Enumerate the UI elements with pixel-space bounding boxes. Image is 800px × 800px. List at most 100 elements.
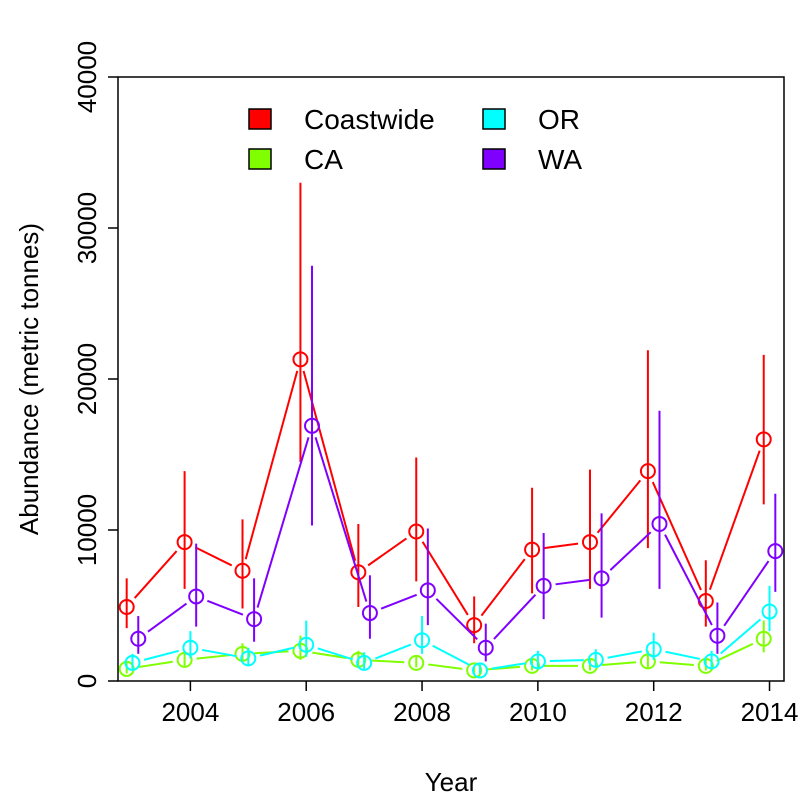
series-wa <box>130 265 784 662</box>
data-point <box>414 632 431 649</box>
series-segment <box>432 644 470 666</box>
data-point <box>298 636 315 653</box>
data-point <box>529 653 546 670</box>
series-segment <box>716 642 754 662</box>
legend: Coastwide CA OR WA <box>248 104 582 175</box>
y-tick-label: 30000 <box>72 192 102 264</box>
data-point <box>593 570 610 587</box>
x-axis: 2004 2006 2008 2010 2012 2014 <box>161 681 798 727</box>
data-point <box>408 654 425 671</box>
series-segment <box>367 537 408 567</box>
data-point <box>304 417 321 434</box>
data-point <box>246 611 263 628</box>
data-point <box>761 603 778 620</box>
data-point <box>709 627 726 644</box>
data-point <box>356 654 373 671</box>
series-segment <box>202 648 237 658</box>
series-segment <box>312 651 347 659</box>
series-segment <box>720 618 762 655</box>
series-segment <box>493 593 537 640</box>
data-point <box>477 639 494 656</box>
x-tick-label: 2014 <box>741 697 799 727</box>
series-segment <box>486 665 521 671</box>
data-point <box>124 654 141 671</box>
series-segment <box>206 599 244 616</box>
y-tick-label: 40000 <box>72 41 102 113</box>
data-point <box>188 588 205 605</box>
data-point <box>350 564 367 581</box>
data-point <box>471 662 488 679</box>
legend-swatch <box>248 148 272 170</box>
series-segment <box>370 659 405 664</box>
legend-swatch <box>482 148 506 170</box>
data-point <box>176 534 193 551</box>
series-segment <box>609 531 652 571</box>
series-segment <box>133 550 178 599</box>
series-segment <box>665 650 701 660</box>
data-point <box>651 515 668 532</box>
data-point <box>292 351 309 368</box>
legend-label: CA <box>304 144 343 175</box>
legend-swatch <box>248 108 272 130</box>
data-point <box>408 523 425 540</box>
data-point <box>755 630 772 647</box>
series-segment <box>549 659 584 663</box>
data-point <box>645 641 662 658</box>
legend-label: OR <box>538 104 580 135</box>
series-segment <box>607 650 643 659</box>
data-point <box>587 651 604 668</box>
series-segment <box>664 534 713 626</box>
x-tick-label: 2004 <box>161 697 219 727</box>
legend-item-or: OR <box>482 104 580 135</box>
series-segment <box>194 546 233 567</box>
series-segment <box>723 560 770 627</box>
series-segment <box>147 602 188 633</box>
series-segment <box>314 436 368 602</box>
data-point <box>581 534 598 551</box>
series-segment <box>651 481 702 591</box>
series-segment <box>374 643 412 660</box>
data-point <box>466 617 483 634</box>
series-segment <box>244 370 299 560</box>
series-segment <box>480 558 526 617</box>
series-segment <box>596 479 642 534</box>
series-segment <box>256 437 310 608</box>
data-point <box>535 577 552 594</box>
legend-label: Coastwide <box>304 104 435 135</box>
data-point <box>182 639 199 656</box>
x-tick-label: 2012 <box>625 697 683 727</box>
series-segment <box>317 647 353 661</box>
y-tick-label: 20000 <box>72 343 102 415</box>
series-layer <box>118 182 784 679</box>
series-segment <box>196 654 231 660</box>
data-point <box>466 662 483 679</box>
legend-item-coastwide: Coastwide <box>248 104 435 135</box>
series-segment <box>421 541 469 616</box>
data-point <box>639 463 656 480</box>
series-segment <box>435 598 478 641</box>
series-segment <box>259 646 295 657</box>
legend-item-wa: WA <box>482 144 582 175</box>
data-point <box>703 653 720 670</box>
y-tick-label: 10000 <box>72 494 102 566</box>
series-or <box>124 585 778 679</box>
series-segment <box>543 542 579 550</box>
legend-label: WA <box>538 144 582 175</box>
series-segment <box>708 450 761 591</box>
series-segment <box>491 662 527 670</box>
series-segment <box>601 661 637 666</box>
x-tick-label: 2006 <box>277 697 335 727</box>
x-tick-label: 2010 <box>509 697 567 727</box>
data-point <box>755 431 772 448</box>
y-axis-title: Abundance (metric tonnes) <box>14 223 44 535</box>
data-point <box>234 562 251 579</box>
legend-swatch <box>482 108 506 130</box>
data-point <box>419 582 436 599</box>
series-coastwide <box>118 182 772 644</box>
y-axis: 0 10000 20000 30000 40000 <box>72 41 118 688</box>
x-tick-label: 2008 <box>393 697 451 727</box>
series-segment <box>138 660 173 669</box>
y-tick-label: 0 <box>72 674 102 688</box>
data-point <box>524 541 541 558</box>
